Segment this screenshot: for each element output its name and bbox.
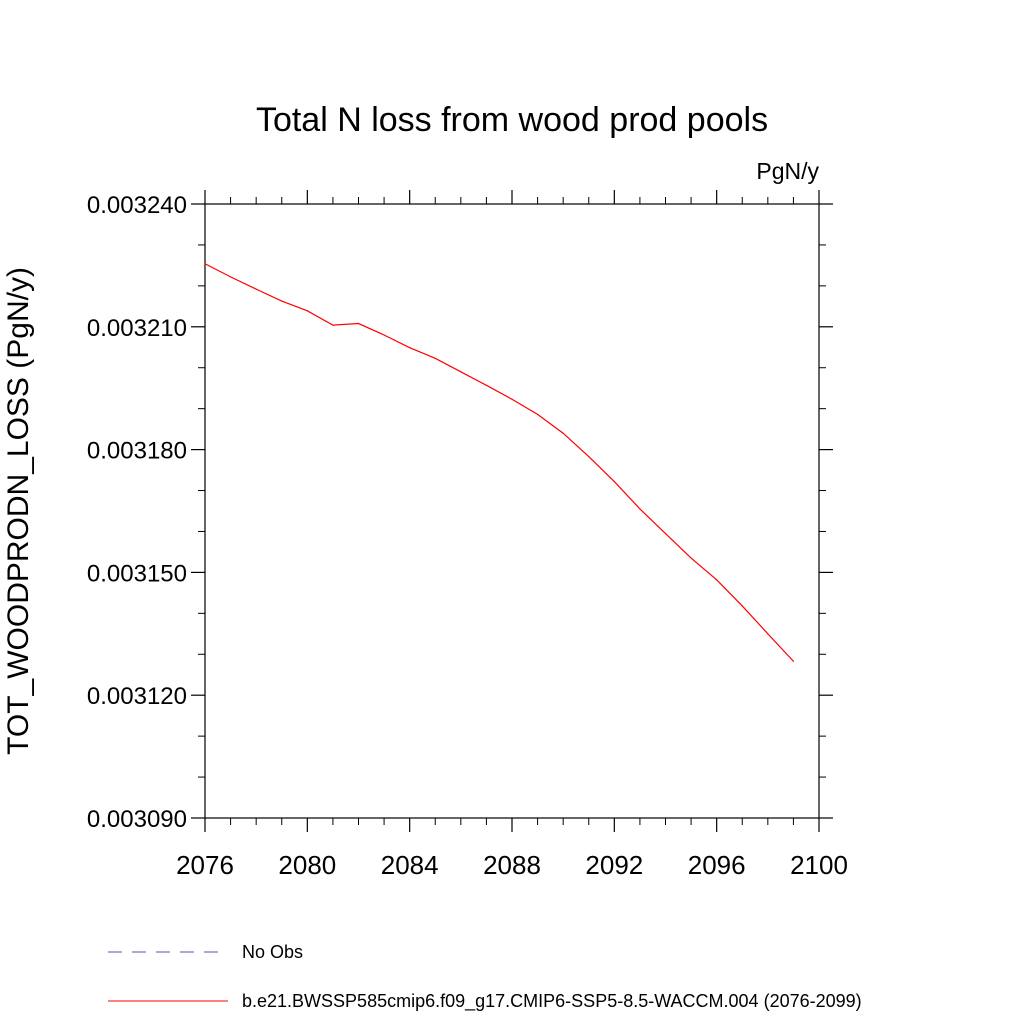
series-point xyxy=(229,276,232,278)
y-tick-label: 0.003180 xyxy=(87,438,187,465)
series-point xyxy=(562,432,564,434)
y-tick-label: 0.003240 xyxy=(87,192,187,219)
series-point xyxy=(357,322,360,325)
series-point xyxy=(716,579,718,581)
units-label: PgN/y xyxy=(756,158,819,184)
plot-frame xyxy=(204,203,820,819)
x-tick-label: 2088 xyxy=(483,850,541,880)
y-tick-label: 0.003150 xyxy=(87,560,187,587)
series-point xyxy=(613,480,615,483)
y-tick-label: 0.003090 xyxy=(87,806,187,833)
series-point xyxy=(460,371,462,373)
series-point xyxy=(332,324,334,326)
y-tick-label: 0.003210 xyxy=(87,315,187,342)
series-point xyxy=(588,455,590,458)
axes: 2076 2080 2084 2088 2092 2096 2100 0.003090 0.00… xyxy=(87,190,848,880)
series-point xyxy=(690,557,692,559)
series-point xyxy=(536,413,539,415)
series-point xyxy=(485,384,488,386)
series-point xyxy=(511,398,513,400)
x-tick-label: 2100 xyxy=(790,850,848,880)
x-tick-label: 2092 xyxy=(585,850,643,880)
x-tick-label: 2080 xyxy=(278,850,336,880)
series-point xyxy=(434,357,436,359)
series-point xyxy=(741,605,743,607)
series-point xyxy=(306,310,308,312)
x-tick-label: 2096 xyxy=(688,850,746,880)
series-layer xyxy=(204,263,795,662)
series-point xyxy=(767,633,769,635)
series-point xyxy=(639,508,641,510)
series-point xyxy=(204,263,206,265)
series-line xyxy=(204,263,794,662)
series-point xyxy=(664,532,667,535)
legend-label: No Obs xyxy=(242,942,303,962)
series-point xyxy=(255,288,257,290)
series-point xyxy=(792,660,795,662)
y-tick-label: 0.003120 xyxy=(87,683,187,710)
series-point xyxy=(281,300,283,302)
legend: No Obs b.e21.BWSSP585cmip6.f09_g17.CMIP6-… xyxy=(108,942,862,1012)
legend-label: b.e21.BWSSP585cmip6.f09_g17.CMIP6-SSP5-8… xyxy=(242,991,862,1012)
x-tick-label: 2076 xyxy=(176,850,234,880)
series-point xyxy=(383,334,385,336)
chart-title: Total N loss from wood prod pools xyxy=(256,101,768,139)
x-tick-label: 2084 xyxy=(381,850,439,880)
y-axis-label: TOT_WOODPRODN_LOSS (PgN/y) xyxy=(2,267,35,755)
series-point xyxy=(409,347,411,349)
